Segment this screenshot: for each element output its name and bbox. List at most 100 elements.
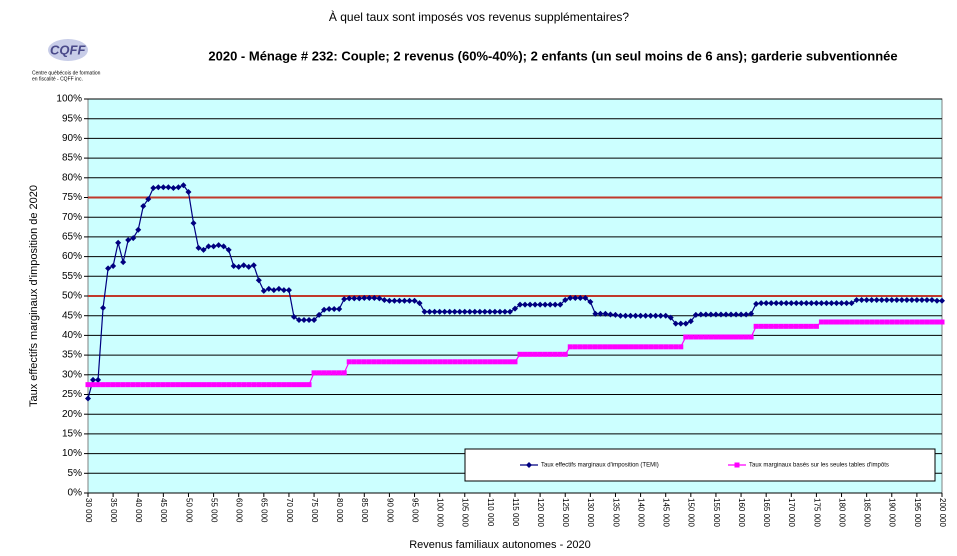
point [441, 308, 448, 315]
x-tick-label: 175 000 [812, 498, 821, 527]
point [165, 184, 172, 191]
point [346, 359, 352, 365]
point [758, 323, 764, 329]
point [577, 294, 584, 301]
point [914, 319, 920, 325]
point [125, 382, 131, 388]
legend-label: Taux marginaux basés sur les seules tabl… [749, 463, 889, 469]
y-tick-label: 55% [62, 271, 82, 282]
point [919, 319, 925, 325]
point [567, 344, 573, 350]
point [476, 308, 483, 315]
point [356, 295, 363, 302]
point [743, 334, 749, 340]
point [361, 359, 367, 365]
y-tick-label: 30% [62, 369, 82, 380]
point [140, 382, 146, 388]
point [883, 296, 890, 303]
point [266, 382, 272, 388]
legend-label: Taux effectifs marginaux d'imposition (T… [541, 463, 659, 469]
point [878, 296, 885, 303]
point [180, 182, 187, 189]
point [110, 382, 116, 388]
point [452, 359, 458, 365]
point [868, 296, 875, 303]
point [898, 296, 905, 303]
point [918, 296, 925, 303]
point [763, 323, 769, 329]
x-tick-label: 45 000 [159, 498, 168, 523]
point [406, 297, 413, 304]
point [221, 382, 227, 388]
point [270, 287, 277, 294]
point [763, 300, 770, 307]
point [828, 300, 835, 307]
point [803, 323, 809, 329]
point [216, 382, 222, 388]
point [190, 382, 196, 388]
point [417, 359, 423, 365]
point [507, 359, 513, 365]
y-tick-label: 65% [62, 232, 82, 243]
point [145, 382, 151, 388]
logo-line: Centre québécois de formation [32, 70, 101, 76]
point [407, 359, 413, 365]
point [130, 235, 137, 242]
point [648, 344, 654, 350]
point [698, 334, 704, 340]
point [100, 382, 106, 388]
point [653, 344, 659, 350]
point [537, 351, 543, 357]
x-tick-label: 55 000 [209, 498, 218, 523]
point [833, 300, 840, 307]
point [175, 184, 182, 191]
point [296, 382, 302, 388]
point [437, 359, 443, 365]
point [637, 312, 644, 319]
point [461, 308, 468, 315]
point [200, 246, 207, 253]
y-tick-label: 70% [62, 212, 82, 223]
point [487, 359, 493, 365]
x-tick-label: 200 000 [938, 498, 947, 527]
point [306, 382, 312, 388]
point [421, 308, 428, 315]
point [396, 359, 402, 365]
point [864, 319, 870, 325]
point [869, 319, 875, 325]
x-tick-label: 145 000 [662, 498, 671, 527]
point [844, 319, 850, 325]
point [295, 317, 302, 324]
point [768, 323, 774, 329]
point [231, 382, 237, 388]
x-tick-label: 125 000 [561, 498, 570, 527]
point [416, 300, 423, 307]
y-tick-label: 40% [62, 330, 82, 341]
y-tick-label: 35% [62, 350, 82, 361]
x-tick-label: 195 000 [913, 498, 922, 527]
logo-line: en fiscalité - CQFF inc. [32, 76, 83, 82]
point [854, 319, 860, 325]
point [808, 300, 815, 307]
point [361, 294, 368, 301]
y-tick-label: 100% [56, 94, 82, 105]
legend-marker [734, 462, 740, 468]
y-tick-label: 80% [62, 172, 82, 183]
point [331, 370, 337, 376]
point [301, 382, 307, 388]
point [577, 344, 583, 350]
point [677, 320, 684, 327]
point [562, 296, 569, 303]
point [527, 301, 534, 308]
point [236, 382, 242, 388]
point [110, 263, 117, 270]
point [205, 243, 212, 250]
point [542, 351, 548, 357]
point [436, 308, 443, 315]
point [813, 300, 820, 307]
point [557, 351, 563, 357]
point [592, 344, 598, 350]
point [185, 382, 191, 388]
point [150, 382, 156, 388]
point [422, 359, 428, 365]
